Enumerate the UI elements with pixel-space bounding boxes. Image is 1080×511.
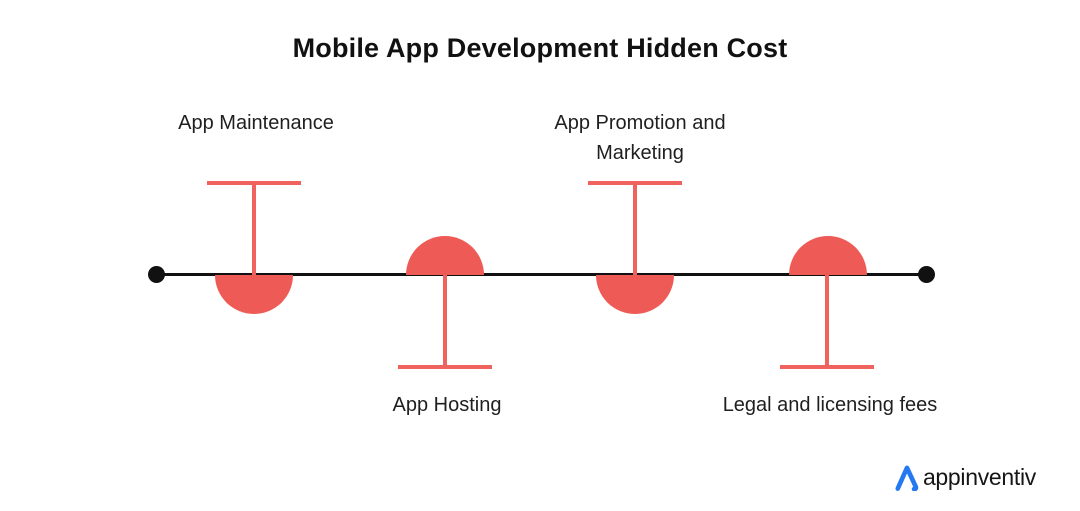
stem-app-hosting — [443, 275, 447, 367]
semicircle-app-hosting — [406, 236, 484, 275]
appinventiv-a-icon — [895, 465, 919, 491]
label-legal-fees: Legal and licensing fees — [722, 394, 938, 416]
semicircle-legal-fees — [789, 236, 867, 275]
stem-app-promotion — [633, 183, 637, 277]
timeline-start-dot — [148, 266, 165, 283]
diagram-title: Mobile App Development Hidden Cost — [292, 33, 788, 63]
label-app-hosting: App Hosting — [392, 394, 502, 416]
label-app-maintenance: App Maintenance — [178, 112, 334, 134]
brand-logo: appinventiv — [895, 464, 1036, 491]
brand-wordmark: appinventiv — [922, 464, 1036, 490]
timeline-end-dot — [918, 266, 935, 283]
timeline-axis — [157, 273, 927, 276]
stem-legal-fees — [825, 275, 829, 367]
semicircle-app-promotion — [596, 275, 674, 314]
tbar-app-hosting — [398, 365, 492, 369]
label-app-promotion: App Promotion and Marketing — [554, 112, 726, 164]
semicircle-app-maintenance — [215, 275, 293, 314]
stem-app-maintenance — [252, 183, 256, 277]
tbar-legal-fees — [780, 365, 874, 369]
